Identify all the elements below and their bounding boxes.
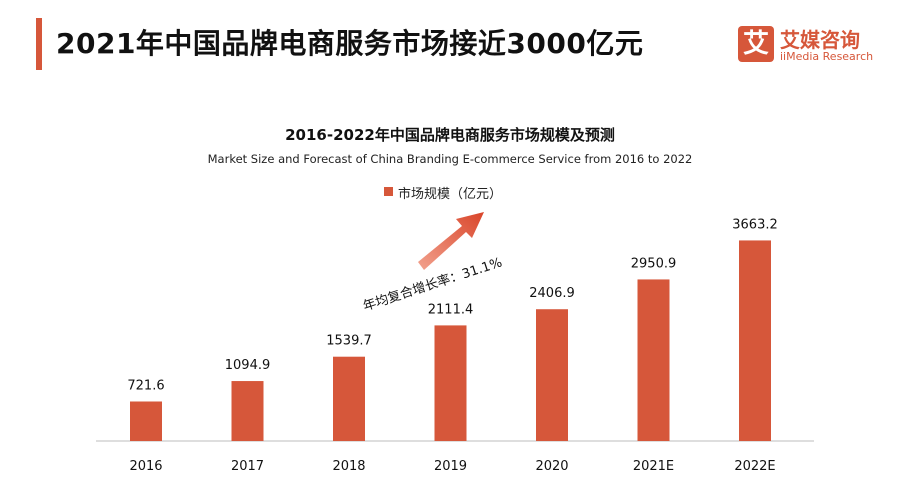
value-label-2017: 1094.9 bbox=[225, 358, 271, 373]
bar-2021E bbox=[637, 279, 670, 441]
value-label-2018: 1539.7 bbox=[326, 334, 372, 349]
x-tick-label-2018: 2018 bbox=[332, 459, 365, 474]
logo-name-cn: 艾媒咨询 bbox=[780, 28, 860, 52]
bar-2022E bbox=[739, 240, 771, 441]
value-label-2019: 2111.4 bbox=[428, 302, 474, 317]
growth-arrow-icon bbox=[418, 212, 484, 270]
iimedia-logo: 艾 艾媒咨询 iiMedia Research bbox=[738, 24, 888, 68]
x-tick-label-2021E: 2021E bbox=[633, 459, 674, 474]
value-label-2016: 721.6 bbox=[127, 378, 164, 393]
value-label-2022E: 3663.2 bbox=[732, 217, 778, 232]
bar-2017 bbox=[231, 381, 264, 441]
legend-label: 市场规模（亿元） bbox=[398, 187, 503, 202]
x-tick-label-2019: 2019 bbox=[434, 459, 467, 474]
bar-2020 bbox=[536, 309, 568, 441]
page-title: 2021年中国品牌电商服务市场接近3000亿元 bbox=[56, 27, 644, 60]
legend-swatch bbox=[384, 187, 393, 196]
logo-name-en: iiMedia Research bbox=[780, 50, 874, 63]
logo-mark: 艾 bbox=[738, 26, 774, 62]
bar-2016 bbox=[130, 401, 162, 441]
title-accent-bar bbox=[36, 18, 42, 70]
x-tick-label-2022E: 2022E bbox=[734, 459, 775, 474]
value-label-2020: 2406.9 bbox=[529, 286, 575, 301]
bar-2019 bbox=[434, 325, 467, 441]
chart-subtitle: Market Size and Forecast of China Brandi… bbox=[207, 152, 693, 166]
bar-2018 bbox=[333, 356, 365, 441]
x-tick-label-2020: 2020 bbox=[535, 459, 568, 474]
x-tick-label-2017: 2017 bbox=[231, 459, 264, 474]
x-tick-label-2016: 2016 bbox=[129, 459, 162, 474]
value-label-2021E: 2950.9 bbox=[631, 256, 677, 271]
chart-title: 2016-2022年中国品牌电商服务市场规模及预测 bbox=[285, 126, 615, 144]
